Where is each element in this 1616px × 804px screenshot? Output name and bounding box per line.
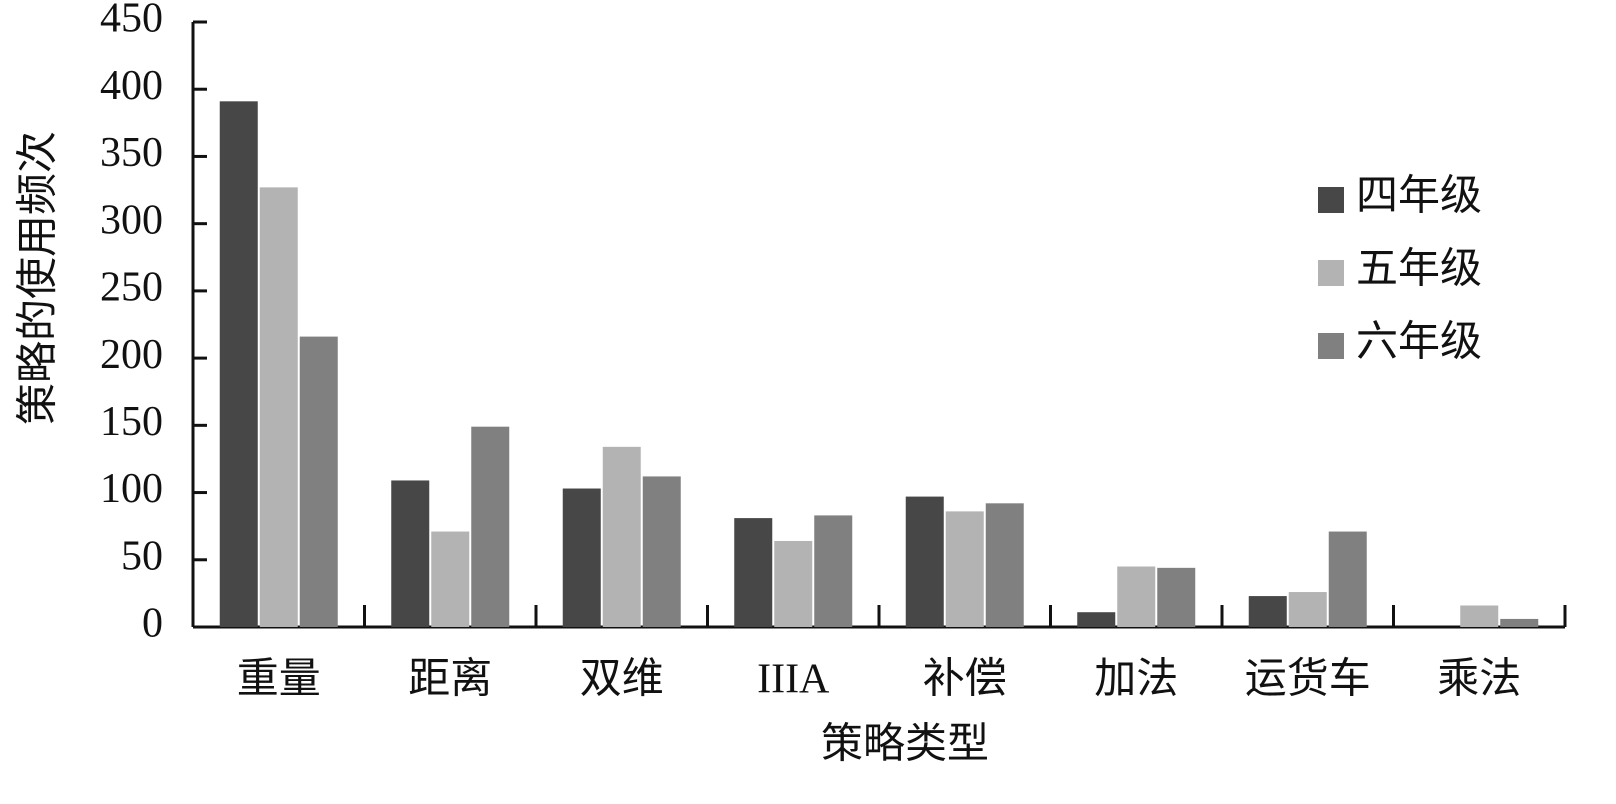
bar: [1500, 618, 1539, 627]
y-tick-label: 0: [142, 601, 163, 647]
x-tick-label: 补偿: [923, 657, 1007, 703]
bar: [1460, 605, 1499, 627]
y-tick-label: 100: [100, 466, 163, 512]
legend-swatch: [1318, 187, 1344, 213]
bar: [1117, 566, 1156, 627]
bar: [602, 446, 641, 627]
legend-swatch: [1318, 260, 1344, 286]
y-tick-label: 50: [121, 533, 163, 579]
legend-label: 四年级: [1356, 173, 1482, 220]
y-tick-label: 400: [100, 63, 163, 109]
bar: [219, 101, 258, 628]
y-axis-title: 策略的使用频次: [16, 131, 62, 425]
bar: [985, 503, 1024, 627]
legend-label: 六年级: [1356, 319, 1482, 366]
x-tick-label: IIIA: [757, 657, 830, 703]
x-tick-label: 重量: [237, 657, 321, 703]
x-tick-label: 乘法: [1437, 657, 1521, 703]
bar: [471, 426, 510, 627]
bar: [299, 336, 338, 627]
bar: [642, 476, 681, 627]
bar: [562, 488, 601, 627]
bar: [945, 511, 984, 627]
bar: [431, 531, 470, 627]
x-axis-title: 策略类型: [821, 722, 989, 768]
y-tick-label: 200: [100, 332, 163, 378]
legend-label: 五年级: [1356, 246, 1482, 293]
legend-swatch: [1318, 333, 1344, 359]
bar: [734, 518, 773, 627]
bar: [259, 187, 298, 627]
bar: [391, 480, 430, 627]
x-tick-label: 加法: [1094, 657, 1178, 703]
bar: [814, 515, 853, 627]
y-tick-label: 300: [100, 197, 163, 243]
bar: [1077, 612, 1116, 627]
x-tick-label: 距离: [408, 656, 492, 703]
y-tick-label: 350: [100, 130, 163, 176]
bar: [1288, 592, 1327, 627]
bar: [774, 540, 813, 627]
bar: [1328, 531, 1367, 627]
bar: [1248, 596, 1287, 627]
y-tick-label: 250: [100, 265, 163, 311]
y-tick-label: 450: [100, 0, 163, 42]
bar: [905, 496, 944, 627]
bar: [1157, 567, 1196, 627]
x-tick-label: 运货车: [1245, 657, 1371, 703]
y-tick-label: 150: [100, 399, 163, 445]
x-tick-label: 双维: [580, 657, 664, 703]
